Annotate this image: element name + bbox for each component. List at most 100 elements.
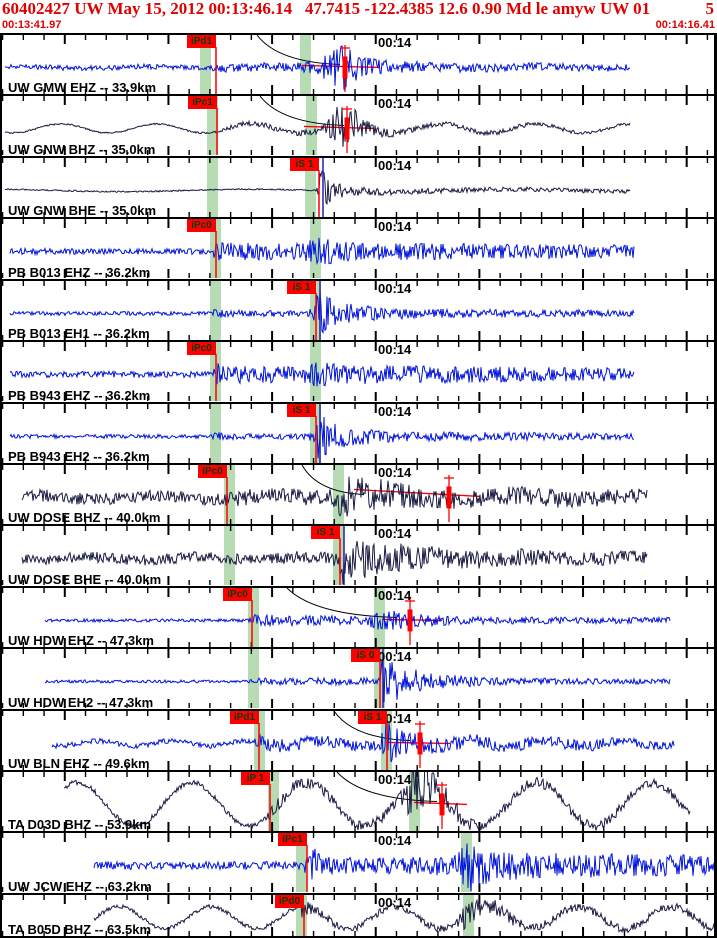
seismogram-trace bbox=[9, 238, 635, 266]
seismogram-trace bbox=[93, 898, 714, 934]
trace-panel[interactable]: 00:14 UW HDW EH2 -- 47.3km iS 0 bbox=[2, 649, 714, 711]
minute-time-label: 00:14 bbox=[378, 96, 412, 112]
window-start-time: 00:13:41.97 bbox=[2, 19, 62, 31]
waveform-plot bbox=[2, 710, 709, 770]
waveform-plot bbox=[2, 35, 709, 94]
arrival-window-band bbox=[374, 587, 385, 647]
station-label: PB B013 EHZ -- 36.2km bbox=[8, 264, 151, 280]
trace-panel[interactable]: 00:14 UW GNW BHE -- 35.0km iS 1 bbox=[2, 157, 714, 220]
minute-time-label: 00:14 bbox=[378, 403, 412, 419]
trace-panel[interactable]: 00:14 TA B05D BHZ -- 63.5km iPd0 bbox=[2, 894, 714, 938]
station-label: PB B943 EHZ -- 36.2km bbox=[8, 387, 151, 403]
seismogram-trace bbox=[4, 170, 631, 205]
coda-decay-curve bbox=[259, 96, 345, 127]
phase-pick-flag[interactable]: iPc0 bbox=[198, 464, 227, 478]
waveform-plot bbox=[2, 833, 714, 893]
arrival-window-band bbox=[207, 157, 218, 217]
seismogram-trace bbox=[9, 416, 634, 458]
arrival-window-band bbox=[306, 96, 317, 156]
station-label: UW HDW EHZ -- 47.3km bbox=[8, 633, 154, 649]
trace-panel-stack: 00:14 UW GMW EHZ -- 33.9km iPd1 00:14 UW… bbox=[0, 33, 717, 938]
phase-pick-flag[interactable]: iPc0 bbox=[223, 587, 252, 601]
phase-pick-flag[interactable]: iPd1 bbox=[230, 710, 259, 724]
arrival-window-band bbox=[224, 526, 235, 586]
phase-pick-flag[interactable]: iS 1 bbox=[358, 710, 387, 724]
amplitude-pick-marker bbox=[342, 56, 348, 79]
window-end-time: 00:14:16.41 bbox=[655, 19, 715, 31]
trace-panel[interactable]: 00:14 UW GMW EHZ -- 33.9km iPd1 bbox=[2, 35, 714, 97]
minute-time-label: 00:14 bbox=[378, 280, 412, 296]
arrival-window-band bbox=[207, 96, 218, 156]
trace-panel[interactable]: 00:14 UW BLN EHZ -- 49.6km iPd1 iS 1 bbox=[2, 710, 714, 773]
trace-panel[interactable]: 00:14 PB B943 EHZ -- 36.2km iPc0 bbox=[2, 342, 714, 404]
trace-panel[interactable]: 00:14 UW HDW EHZ -- 47.3km iPc0 bbox=[2, 587, 714, 650]
station-label: UW GNW BHZ -- 35.0km bbox=[8, 141, 156, 157]
amplitude-pick-marker bbox=[407, 609, 413, 632]
phase-pick-flag[interactable]: iS 0 bbox=[351, 649, 380, 663]
seismogram-trace bbox=[44, 659, 671, 703]
trace-panel[interactable]: 00:14 UW GNW BHZ -- 35.0km iPc1 bbox=[2, 96, 714, 158]
phase-pick-flag[interactable]: iS 1 bbox=[290, 157, 319, 171]
phase-pick-flag[interactable]: iP 1 bbox=[241, 772, 270, 786]
phase-pick-flag[interactable]: iPd1 bbox=[187, 35, 216, 48]
seismogram-trace bbox=[9, 362, 635, 387]
seismogram-trace bbox=[21, 476, 648, 517]
minute-time-label: 00:14 bbox=[378, 894, 412, 910]
arrival-window-band bbox=[463, 894, 474, 936]
amplitude-pick-marker bbox=[446, 486, 452, 509]
amplitude-pick-marker bbox=[417, 732, 423, 755]
seismogram-trace bbox=[93, 843, 714, 892]
waveform-plot bbox=[2, 464, 709, 524]
arrival-window-band bbox=[461, 833, 472, 893]
event-header: 60402427 UW May 15, 2012 00:13:46.14 47.… bbox=[2, 0, 714, 19]
seismogram-trace bbox=[4, 107, 631, 148]
seismogram-trace bbox=[44, 610, 671, 630]
waveform-plot bbox=[2, 649, 709, 709]
phase-pick-flag[interactable]: iS 1 bbox=[287, 280, 316, 294]
trace-panel[interactable]: 00:14 UW DOSE BHZ -- 40.0km iPc0 bbox=[2, 464, 714, 527]
waveform-plot bbox=[2, 157, 709, 217]
minute-time-label: 00:14 bbox=[378, 526, 412, 542]
phase-pick-flag[interactable]: iS 1 bbox=[287, 403, 316, 417]
coda-decay-curve bbox=[286, 587, 398, 618]
seismogram-trace bbox=[63, 772, 691, 832]
time-window-row: 00:13:41.97 00:14:16.41 bbox=[2, 19, 715, 32]
station-label: TA D03D BHZ -- 53.9km bbox=[8, 817, 152, 833]
station-label: UW GNW BHE -- 35.0km bbox=[8, 203, 157, 219]
event-header-right-value: 5 bbox=[705, 0, 715, 18]
waveform-plot bbox=[2, 342, 709, 402]
seismogram-trace bbox=[51, 719, 675, 762]
waveform-plot bbox=[2, 96, 709, 156]
waveform-plot bbox=[2, 403, 709, 463]
waveform-plot bbox=[2, 219, 709, 279]
amplitude-pick-marker bbox=[439, 793, 445, 816]
trace-panel[interactable]: 00:14 PB B013 EHZ -- 36.2km iPc0 bbox=[2, 219, 714, 281]
trace-panel[interactable]: 00:14 TA D03D BHZ -- 53.9km iP 1 bbox=[2, 772, 714, 834]
station-label: UW HDW EH2 -- 47.3km bbox=[8, 694, 154, 710]
minute-time-label: 00:14 bbox=[378, 649, 412, 665]
phase-pick-flag[interactable]: iPd0 bbox=[275, 894, 304, 908]
phase-pick-flag[interactable]: iPc0 bbox=[187, 219, 216, 233]
trace-panel[interactable]: 00:14 UW JCW EHZ -- 63.2km iPc1 bbox=[2, 833, 714, 895]
station-label: UW GMW EHZ -- 33.9km bbox=[8, 80, 157, 96]
arrival-window-band bbox=[268, 772, 279, 832]
trace-panel[interactable]: 00:14 PB B013 EH1 -- 36.2km iS 1 bbox=[2, 280, 714, 343]
phase-pick-flag[interactable]: iPc1 bbox=[188, 96, 217, 110]
phase-pick-flag[interactable]: iPc1 bbox=[278, 833, 307, 847]
waveform-plot bbox=[2, 587, 709, 647]
seismogram-trace bbox=[9, 290, 635, 334]
trace-panel[interactable]: 00:14 UW DOSE BHE -- 40.0km iS 1 bbox=[2, 526, 714, 588]
coda-decay-curve bbox=[256, 35, 341, 65]
phase-pick-flag[interactable]: iPc0 bbox=[187, 342, 216, 356]
arrival-window-band bbox=[210, 280, 221, 340]
phase-pick-flag[interactable]: iS 1 bbox=[311, 526, 340, 540]
minute-time-label: 00:14 bbox=[378, 342, 412, 358]
seismogram-trace bbox=[21, 541, 648, 585]
station-label: UW DOSE BHZ -- 40.0km bbox=[8, 510, 161, 526]
waveform-plot bbox=[2, 526, 709, 586]
station-label: UW DOSE BHE -- 40.0km bbox=[8, 571, 162, 587]
station-label: UW JCW EHZ -- 63.2km bbox=[8, 878, 152, 894]
trace-panel[interactable]: 00:14 PB B943 EH2 -- 36.2km iS 1 bbox=[2, 403, 714, 465]
arrival-window-band bbox=[333, 526, 344, 586]
